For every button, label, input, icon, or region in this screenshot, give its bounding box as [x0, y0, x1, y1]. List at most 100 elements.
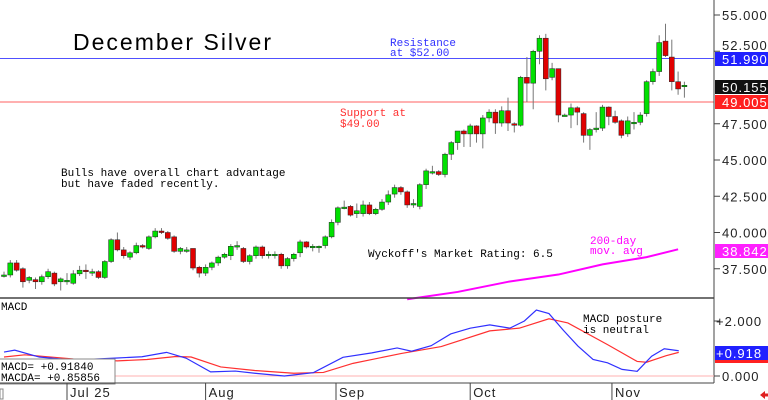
candle-body: [675, 81, 681, 90]
candle-body: [139, 245, 146, 248]
candle: [108, 238, 114, 263]
resistance-axis-label: 51.990: [722, 52, 768, 67]
candle: [215, 255, 221, 266]
candle: [171, 235, 177, 253]
scroll-handle[interactable]: [0, 388, 4, 400]
candle-body: [284, 258, 291, 267]
candle: [127, 251, 133, 261]
candle-body: [64, 280, 70, 283]
candle-body: [165, 232, 171, 239]
support-axis-label: 49.005: [722, 95, 768, 110]
support-axis-box: [715, 95, 768, 109]
candle-body: [618, 120, 625, 136]
candle-body: [650, 71, 656, 82]
candle: [530, 49, 536, 110]
candle-body: [158, 230, 165, 233]
candle-body: [228, 246, 234, 256]
candle: [681, 81, 688, 98]
candle-body: [76, 269, 83, 275]
ma200-line: [407, 248, 679, 301]
candle: [650, 68, 656, 85]
candle: [473, 125, 480, 143]
candle: [599, 104, 606, 131]
candle: [391, 184, 398, 198]
candle: [517, 75, 524, 127]
scroll-right-arrow-icon[interactable]: [760, 391, 768, 399]
candle: [64, 273, 70, 285]
candle-body: [120, 249, 127, 256]
candle: [335, 206, 341, 226]
candle-body: [568, 107, 574, 116]
candle-body: [26, 277, 32, 281]
candle: [410, 199, 417, 208]
candle-body: [681, 85, 688, 88]
candle-body: [467, 125, 473, 135]
candle: [417, 183, 423, 210]
support-label-2: $49.00: [340, 119, 380, 131]
candle-body: [278, 254, 284, 267]
candle-body: [190, 248, 196, 269]
macd-tick-label: 0.000: [722, 369, 760, 384]
candle: [624, 116, 631, 137]
candle: [165, 231, 171, 240]
ma-axis-label: 38.842: [722, 244, 768, 259]
candle-body: [511, 123, 518, 126]
resistance-label-2: at $52.00: [390, 48, 449, 60]
ma-label-1: 200-day: [590, 236, 637, 248]
candle-body: [347, 206, 354, 216]
last-price-box: [715, 80, 768, 94]
candle: [498, 106, 505, 127]
candle-body: [196, 267, 203, 274]
candle-body: [1, 274, 7, 277]
candle: [587, 128, 593, 150]
candle: [454, 130, 461, 150]
candles-group: [1, 23, 688, 291]
candle-body: [108, 239, 114, 262]
price-tick-label: 52.500: [722, 38, 768, 53]
candle-body: [309, 246, 316, 249]
candle: [133, 242, 140, 255]
candle: [51, 271, 58, 287]
candle: [1, 271, 7, 278]
candle: [297, 239, 303, 258]
candle: [221, 252, 228, 259]
candle-body: [593, 127, 599, 130]
candle-body: [209, 262, 215, 268]
candle-body: [429, 171, 436, 174]
candle: [549, 62, 555, 81]
candle-body: [580, 113, 587, 136]
candle-body: [177, 248, 184, 252]
candle: [89, 268, 95, 276]
candle-body: [291, 254, 297, 259]
bulls-note-1: Bulls have overall chart advantage: [61, 168, 285, 180]
candle: [524, 57, 530, 102]
candle: [662, 23, 669, 58]
candle: [385, 190, 392, 205]
bulls-note-2: but have faded recently.: [61, 179, 219, 191]
candle: [83, 264, 89, 279]
candle: [183, 247, 190, 253]
candle-body: [435, 171, 442, 175]
candle-body: [259, 246, 266, 256]
candle-body: [473, 125, 480, 135]
candle-body: [366, 204, 373, 214]
candle-body: [57, 278, 64, 283]
candle: [461, 129, 467, 147]
macd-note-2: is neutral: [583, 325, 649, 337]
candle-body: [517, 77, 524, 126]
candle: [404, 190, 410, 208]
candle-body: [102, 261, 108, 278]
candle: [102, 260, 108, 279]
candle: [120, 247, 127, 259]
candle-body: [7, 262, 14, 276]
candle-body: [404, 191, 410, 206]
candle: [228, 244, 234, 261]
candle: [347, 204, 354, 217]
support-label-1: Support at: [340, 108, 406, 120]
date-tick-label: Aug: [209, 385, 235, 400]
date-tick-label: Sep: [339, 385, 365, 400]
last-price-label: 50.155: [722, 80, 768, 95]
candle-body: [341, 206, 347, 209]
candle-body: [574, 107, 581, 113]
candle-body: [561, 114, 568, 117]
